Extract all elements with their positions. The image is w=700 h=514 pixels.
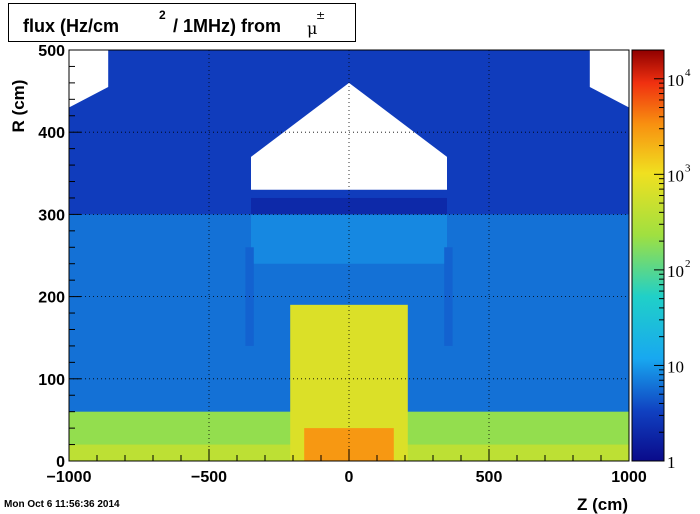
colorbar-tick-label: 1 [667,453,676,472]
x-tick-label: 500 [476,469,503,486]
y-tick-label: 0 [56,454,65,471]
empty-region-2 [589,50,629,108]
x-tick-label: 1000 [611,469,647,486]
chart-title-rest: / 1MHz) from [173,16,281,36]
x-tick-label: −1000 [47,469,92,486]
x-tick-label: 0 [345,469,354,486]
colorbar-tick-label: 10 [667,166,684,185]
chart-title-particle-charge: ± [316,9,326,22]
y-axis-title: R (cm) [9,80,28,133]
chart-title-box: flux (Hz/cm 2 / 1MHz) from μ ± [8,3,356,42]
y-tick-label: 300 [38,207,65,224]
colorbar-tick-label: 10 [667,262,684,281]
x-tick-label: −500 [191,469,227,486]
grid-lines [69,50,629,461]
chart-title-particle: μ [307,19,318,38]
x-axis-title: Z (cm) [577,495,628,514]
heatmap-region-6 [251,214,447,264]
colorbar [631,49,665,462]
y-tick-label: 100 [38,372,65,389]
empty-region-1 [69,50,109,108]
y-tick-label: 400 [38,125,65,142]
x-axis: −1000 −500 0 500 1000 [47,449,647,486]
y-axis: 0 100 200 300 400 500 [38,43,81,471]
colorbar-tick-label: 10 [667,357,684,376]
heatmap-plot-area [69,50,629,461]
y-tick-label: 500 [38,43,65,60]
empty-region-0 [251,82,447,190]
colorbar-tick-exponent: 2 [685,258,691,270]
timestamp: Mon Oct 6 11:56:36 2014 [4,499,120,510]
colorbar-tick-label: 10 [667,71,684,90]
heatmap-region-9 [444,247,453,346]
colorbar-tick-exponent: 3 [685,162,691,174]
colorbar-tick-exponent: 4 [685,67,691,79]
chart-title: flux (Hz/cm [23,16,120,36]
chart-title-superscript: 2 [159,8,166,22]
y-tick-label: 200 [38,290,65,307]
